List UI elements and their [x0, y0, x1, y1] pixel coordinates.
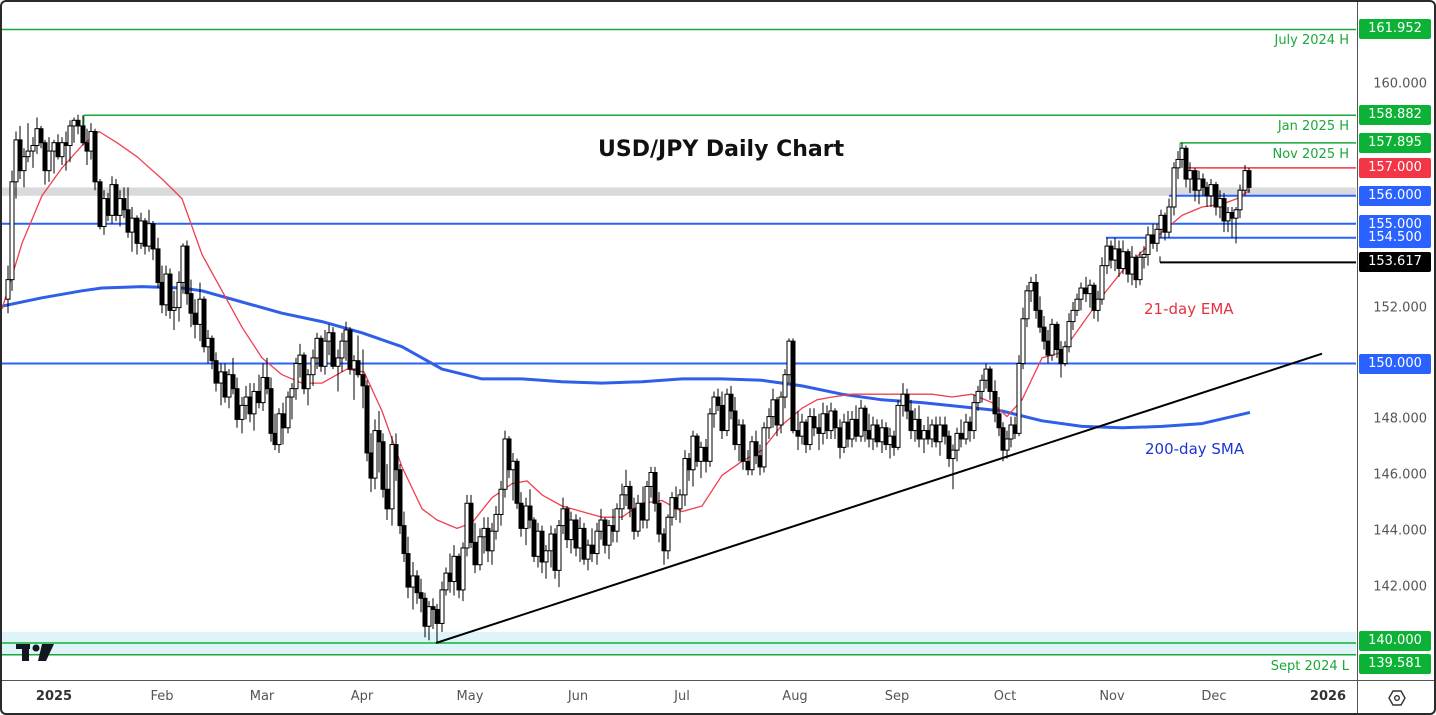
price-level-tag[interactable]: 154.500: [1359, 227, 1431, 248]
price-tick: 148.000: [1373, 411, 1427, 427]
time-tick: Feb: [150, 689, 174, 704]
time-tick: Jul: [674, 689, 690, 704]
price-level-tag[interactable]: 158.882: [1359, 105, 1431, 126]
time-tick: Sep: [884, 689, 910, 704]
settings-button[interactable]: [1357, 680, 1434, 713]
price-tick: 142.000: [1373, 579, 1427, 595]
price-level-tag[interactable]: 139.581: [1359, 654, 1431, 674]
level-note: Sept 2024 L: [1270, 658, 1349, 674]
price-level-tag[interactable]: 150.000: [1359, 353, 1431, 374]
chart-title: USD/JPY Daily Chart: [598, 137, 845, 162]
price-level-tag[interactable]: 161.952: [1359, 19, 1431, 40]
time-tick: Dec: [1201, 689, 1227, 704]
price-level-tag[interactable]: 157.895: [1359, 132, 1431, 153]
plot-area[interactable]: USD/JPY Daily Chart July 2024 H Jan 2025 …: [2, 2, 1356, 680]
time-tick: 2025: [35, 689, 73, 704]
time-tick: Jun: [567, 689, 589, 704]
candlestick-chart[interactable]: [2, 2, 1356, 680]
indicator-label: 200-day SMA: [1145, 440, 1245, 458]
level-note: Nov 2025 H: [1272, 146, 1350, 162]
price-tick: 146.000: [1373, 467, 1427, 483]
time-tick: Nov: [1099, 689, 1125, 704]
time-axis[interactable]: 2025 Feb Mar Apr May Jun Jul Aug Sep Oct Nov Dec 202…: [2, 680, 1357, 713]
price-level-tag[interactable]: 157.000: [1359, 157, 1431, 178]
price-tick: 152.000: [1373, 300, 1427, 316]
tradingview-logo-icon[interactable]: [16, 642, 76, 672]
time-tick: Oct: [993, 689, 1017, 704]
time-tick: May: [456, 689, 484, 704]
hexagon-settings-icon: [1387, 689, 1406, 706]
time-tick: Apr: [350, 689, 374, 704]
level-note: Jan 2025 H: [1277, 119, 1349, 135]
price-level-tag[interactable]: 153.617: [1359, 252, 1431, 273]
price-tick: 160.000: [1373, 76, 1427, 92]
level-note: July 2024 H: [1274, 33, 1349, 49]
price-level-tag[interactable]: 140.000: [1359, 631, 1431, 651]
time-tick: Aug: [782, 689, 808, 704]
indicator-label: 21-day EMA: [1144, 300, 1234, 318]
time-tick: Mar: [249, 689, 275, 704]
price-axis[interactable]: 160.000 152.000 148.000 146.000 144.000 142.0…: [1357, 2, 1434, 680]
price-tick: 144.000: [1373, 523, 1427, 539]
time-tick: 2026: [1309, 689, 1347, 704]
price-level-tag[interactable]: 156.000: [1359, 185, 1431, 206]
